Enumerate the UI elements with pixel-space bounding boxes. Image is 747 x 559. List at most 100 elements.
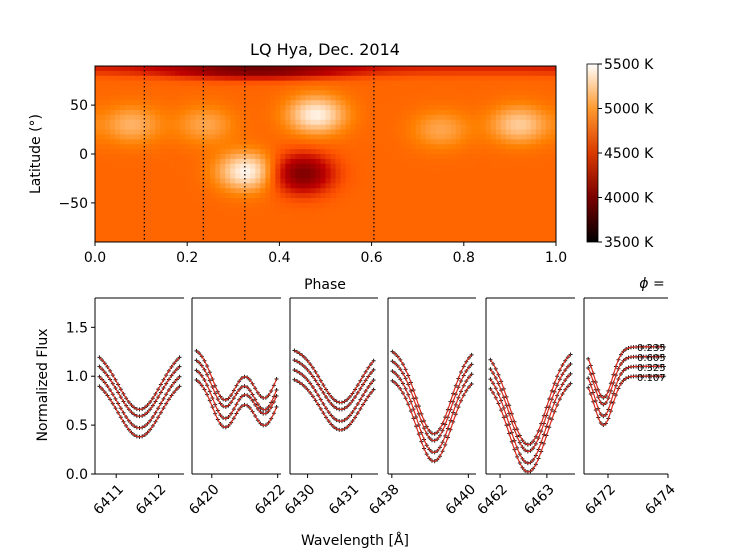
map-cell [100,207,106,214]
map-cell [295,222,302,228]
map-cell [200,217,206,224]
map-cell [220,105,226,111]
map-cell [505,198,512,204]
map-cell [175,114,181,121]
map-cell [225,100,231,106]
map-cell [280,163,287,170]
map-cell [540,217,547,224]
map-cell [260,149,266,155]
map-cell [350,129,357,136]
map-cell [435,85,442,92]
map-cell [495,202,502,209]
map-cell [315,202,322,209]
map-cell [350,163,357,170]
map-cell [360,129,367,136]
map-cell [260,212,266,219]
map-cell [365,222,372,228]
map-cell [515,134,522,140]
map-cell [475,158,482,165]
map-cell [530,183,537,189]
map-cell [325,139,332,145]
map-cell [110,198,116,204]
map-cell [340,207,347,214]
map-cell [325,173,332,180]
map-cell [165,168,171,175]
map-cell [140,193,146,199]
map-cell [330,227,337,233]
map-cell [390,66,397,72]
map-cell [395,66,402,72]
map-cell [365,154,372,160]
map-cell [325,66,332,72]
map-cell [330,198,337,204]
map-cell [270,129,276,136]
map-cell [290,237,297,242]
map-cell [420,95,427,101]
map-cell [200,178,206,184]
map-cell [420,129,427,136]
map-cell [425,114,432,121]
map-cell [435,237,442,242]
map-cell [115,212,121,219]
map-cell [335,80,342,87]
map-cell [280,149,287,155]
map-cell [370,193,377,199]
map-cell [375,198,382,204]
map-cell [160,114,166,121]
map-cell [415,105,422,111]
map-cell [490,114,497,121]
map-cell [430,168,437,175]
map-cell [110,80,116,87]
map-cell [105,149,111,155]
map-cell [275,80,282,87]
map-cell [395,207,402,214]
map-cell [475,105,482,111]
map-cell [190,134,196,140]
map-cell [515,139,522,145]
map-cell [170,105,176,111]
map-cell [225,173,231,180]
map-cell [530,173,537,180]
map-cell [230,80,236,87]
map-cell [140,178,146,184]
map-cell [520,110,527,116]
map-cell [515,232,522,238]
map-cell [270,85,276,92]
map-cell [245,144,251,150]
map-cell [195,154,201,160]
map-cell [315,168,322,175]
map-cell [420,70,427,77]
map-x-tick-label: 1.0 [545,250,567,266]
map-cell [270,105,276,111]
map-cell [340,158,347,165]
map-cell [230,227,236,233]
map-cell [540,70,547,77]
map-cell [345,188,352,194]
map-cell [540,222,547,228]
map-cell [420,134,427,140]
map-cell [375,119,382,126]
map-cell [230,66,236,72]
map-cell [160,70,166,77]
map-cell [545,237,552,242]
map-cell [225,90,231,96]
map-cell [480,66,487,72]
map-cell [545,158,552,165]
map-cell [460,193,467,199]
map-cell [320,144,327,150]
map-cell [130,110,136,116]
map-cell [540,168,547,175]
map-cell [270,144,276,150]
map-cell [155,90,161,96]
map-cell [130,70,136,77]
map-cell [365,202,372,209]
map-cell [530,95,537,101]
observed-phase-lines [143,66,375,242]
map-cell [350,80,357,87]
map-cell [500,222,507,228]
map-cell [365,227,372,233]
map-cell [185,124,191,131]
map-cell [355,134,362,140]
map-cell [100,222,106,228]
map-cell [355,105,362,111]
